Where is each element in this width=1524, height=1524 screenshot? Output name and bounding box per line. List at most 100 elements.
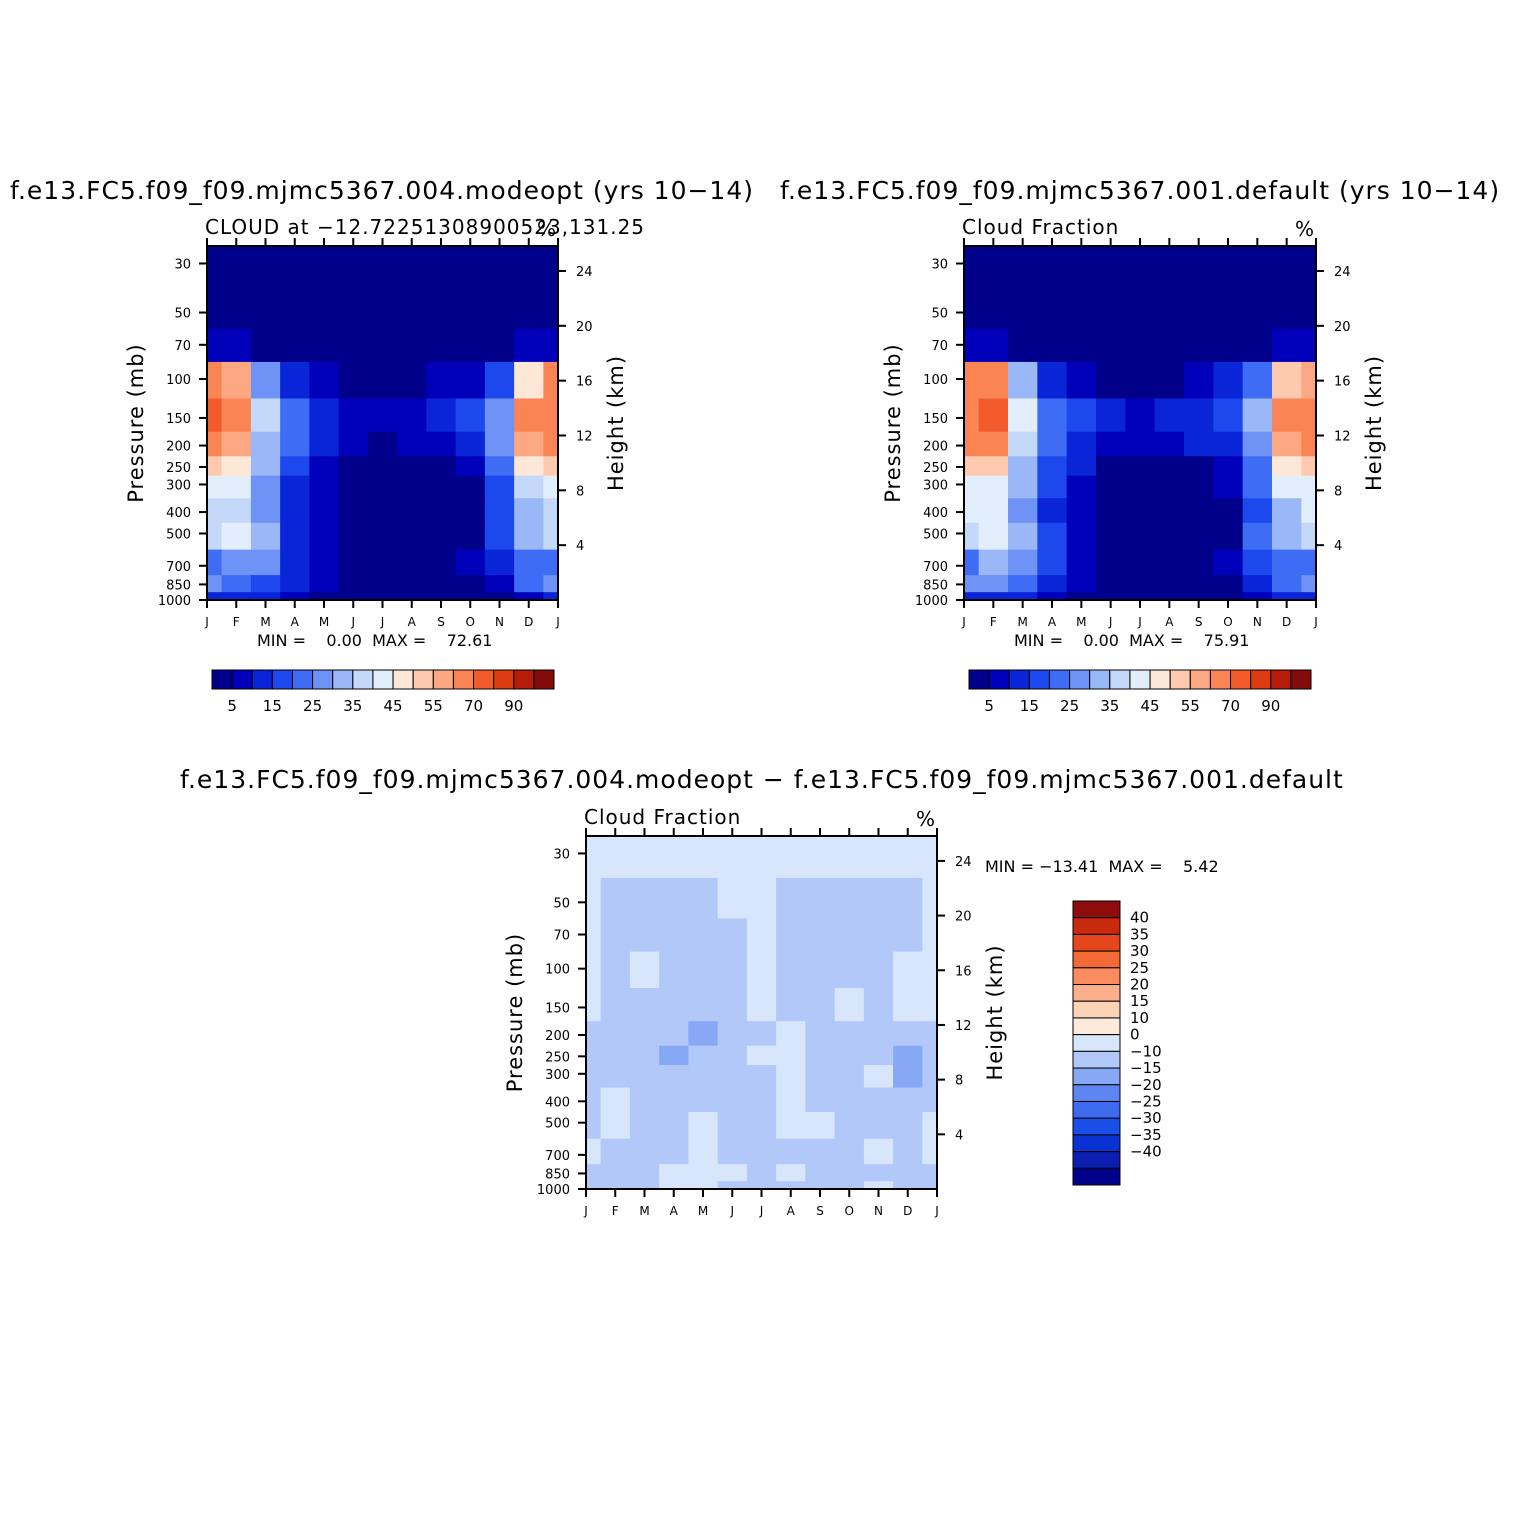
contour-cell [543,549,559,576]
y-tick-label-pressure: 70 [553,929,570,944]
y-tick-label-pressure: 400 [923,506,948,521]
contour-cell [776,1065,806,1089]
colorbar-label: 5 [984,697,994,715]
contour-cell [776,836,806,879]
contour-cell [776,1021,806,1047]
colorbar-swatch [513,669,535,690]
contour-field [586,836,938,1190]
contour-cell [250,522,281,551]
colorbar-swatch [1008,669,1030,690]
contour-cell [1213,288,1244,330]
contour-cell [922,1111,938,1140]
contour-cell [978,498,1009,524]
contour-cell [1301,498,1317,524]
contour-cell [893,988,923,1022]
contour-cell [280,549,310,576]
contour-cell [1096,456,1126,477]
colorbar-swatch [1250,669,1272,690]
colorbar: 5 15 25 35 45 55 70 90 [211,669,555,715]
contour-cell [1301,398,1317,433]
contour-cell [221,361,252,400]
contour-cell [309,361,340,400]
contour-cell [717,1065,748,1089]
contour-cell [717,1138,748,1165]
contour-cell [250,361,281,400]
contour-cell [514,456,544,477]
y-tick-label-pressure: 700 [545,1149,570,1164]
y-tick-label-pressure: 850 [166,578,191,593]
y-tick-label-pressure: 1000 [915,594,948,609]
colorbar-label: 45 [384,697,403,715]
contour-cell [1125,549,1156,576]
y-tick-label-height: 8 [576,484,584,499]
min-max-text: MIN = 0.00 MAX = 72.61 [257,631,492,650]
contour-cell [1301,575,1317,593]
contour-cell [586,1111,602,1140]
colorbar: 5 15 25 35 45 55 70 90 [968,669,1312,715]
contour-cell [426,498,457,524]
contour-cell [1066,328,1097,363]
colorbar-swatch [432,669,454,690]
contour-cell [1125,288,1156,330]
contour-cell [455,592,486,601]
y-tick-label-height: 20 [576,320,593,335]
colorbar-swatch [1230,669,1252,690]
colorbar-label: −15 [1130,1059,1162,1077]
contour-cell [1154,575,1185,593]
contour-cell [922,1045,938,1066]
contour-cell [964,475,980,499]
contour-cell [484,456,515,477]
contour-cell [922,1164,938,1182]
contour-cell [688,1045,719,1066]
contour-cell [629,1045,660,1066]
contour-cell [586,877,602,920]
contour-cell [397,288,427,330]
contour-cell [426,592,457,601]
contour-cell [338,592,369,601]
contour-cell [600,1138,631,1165]
contour-cell [207,498,223,524]
contour-cell [1272,328,1302,363]
colorbar-swatch [493,669,515,690]
x-tick-label: N [874,1204,883,1218]
contour-cell [600,1111,631,1140]
contour-cell [1154,498,1185,524]
contour-cell [1301,361,1317,400]
x-tick-label: F [990,615,997,629]
contour-cell [1008,475,1038,499]
contour-cell [338,246,369,289]
contour-cell [207,475,223,499]
contour-cell [1184,522,1214,551]
contour-cell [1037,522,1068,551]
colorbar-swatch [291,669,314,690]
contour-cell [600,951,631,989]
contour-cell [280,328,310,363]
contour-cell [1125,575,1156,593]
contour-cell [1096,431,1126,457]
colorbar-label: −25 [1130,1092,1162,1110]
panel-subtitle: Cloud Fraction [584,805,741,829]
contour-cell [746,1065,777,1089]
contour-cell [207,592,223,601]
contour-cell [834,951,865,989]
contour-cell [1154,288,1185,330]
contour-cell [338,475,369,499]
contour-cell [543,456,559,477]
colorbar-label: 35 [1130,925,1149,943]
contour-cell [978,288,1009,330]
contour-cell [1008,592,1038,601]
contour-cell [978,246,1009,289]
contour-cell [367,475,398,499]
contour-cell [1301,288,1317,330]
contour-cell [1272,398,1302,433]
contour-cell [367,498,398,524]
contour-cell [600,918,631,953]
contour-cell [280,456,310,477]
colorbar-label: 15 [1130,992,1149,1010]
units-label: % [1295,217,1314,241]
contour-cell [1242,549,1273,576]
contour-cell [514,522,544,551]
contour-cell [717,1021,748,1047]
contour-cell [280,522,310,551]
contour-cell [1037,328,1068,363]
